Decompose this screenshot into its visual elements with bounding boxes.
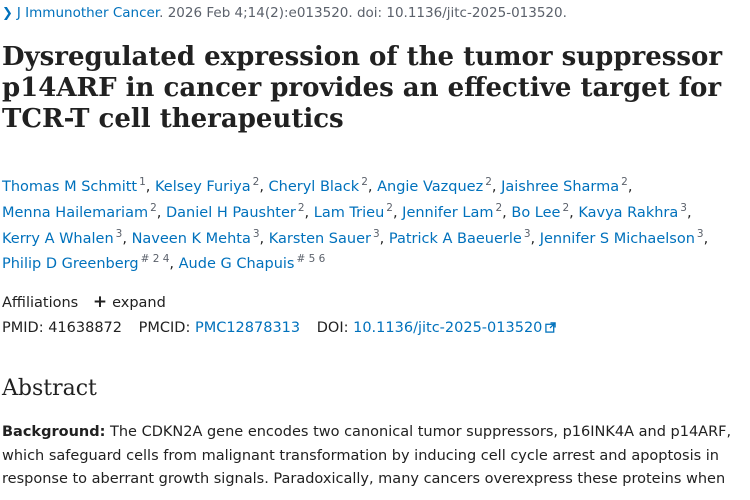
author-item: Menna Hailemariam 2,: [2, 201, 162, 221]
author-name-link[interactable]: Thomas M Schmitt: [2, 179, 138, 195]
identifiers-row: PMID: 41638872 PMCID: PMC12878313 DOI: 1…: [2, 320, 557, 336]
author-item: Thomas M Schmitt 1,: [2, 176, 151, 195]
author-name-link[interactable]: Jennifer Lam: [402, 204, 494, 221]
pmcid-label: PMCID:: [138, 320, 191, 336]
external-link-icon: [545, 322, 557, 333]
author-name-link[interactable]: Kerry A Whalen: [2, 230, 114, 247]
author-name-link[interactable]: Naveen K Mehta: [131, 230, 251, 247]
author-affiliation-ref[interactable]: 3: [680, 201, 687, 214]
author-affiliation-ref[interactable]: 2: [621, 176, 628, 188]
abstract-background: Background: The CDKN2A gene encodes two …: [2, 421, 742, 492]
affiliations-label: Affiliations: [2, 295, 79, 311]
abstract-heading: Abstract: [2, 376, 97, 401]
author-item: Kavya Rakhra 3,: [578, 201, 692, 221]
author-name-link[interactable]: Kavya Rakhra: [578, 204, 679, 221]
plus-icon: +: [92, 292, 108, 312]
author-name-link[interactable]: Bo Lee: [511, 204, 561, 221]
author-item: Cheryl Black 2,: [268, 176, 373, 195]
author-name-link[interactable]: Menna Hailemariam: [2, 204, 149, 221]
author-affiliation-ref[interactable]: 2: [485, 176, 492, 188]
author-affiliation-ref[interactable]: 2: [495, 201, 503, 214]
author-item: Naveen K Mehta 3,: [131, 227, 265, 247]
author-name-link[interactable]: Angie Vazquez: [377, 179, 484, 195]
author-affiliation-ref[interactable]: # 5 6: [296, 253, 326, 266]
author-item: Philip D Greenberg # 2 4,: [2, 253, 175, 273]
author-affiliation-ref[interactable]: 3: [696, 227, 704, 240]
author-affiliation-ref[interactable]: 3: [252, 227, 260, 240]
author-name-link[interactable]: Jaishree Sharma: [501, 179, 620, 195]
citation-details: . 2026 Feb 4;14(2):e013520. doi: 10.1136…: [159, 5, 567, 21]
author-item: Bo Lee 2,: [511, 201, 574, 221]
author-name-link[interactable]: Philip D Greenberg: [2, 256, 139, 273]
author-name-link[interactable]: Jennifer S Michaelson: [539, 230, 695, 247]
chevron-right-icon: ❯: [2, 6, 13, 21]
pmid-label: PMID:: [2, 320, 44, 336]
doi-value: 10.1136/jitc-2025-013520: [353, 320, 543, 336]
author-list: Thomas M Schmitt 1, Kelsey Furiya 2, Chery…: [2, 175, 742, 278]
author-item: Angie Vazquez 2,: [377, 176, 497, 195]
author-affiliation-ref[interactable]: 3: [372, 227, 380, 240]
author-item: Jennifer S Michaelson 3,: [539, 227, 709, 247]
author-name-link[interactable]: Daniel H Paushter: [166, 204, 296, 221]
author-name-link[interactable]: Cheryl Black: [268, 179, 360, 195]
author-affiliation-ref[interactable]: 2: [150, 201, 157, 214]
author-affiliation-ref[interactable]: 2: [361, 176, 368, 188]
author-item: Kerry A Whalen 3,: [2, 227, 127, 247]
author-affiliation-ref[interactable]: 3: [523, 227, 531, 240]
doi-label: DOI:: [316, 320, 349, 336]
expand-label: expand: [112, 295, 166, 311]
author-name-link[interactable]: Kelsey Furiya: [155, 179, 251, 195]
author-item: Jennifer Lam 2,: [402, 201, 507, 221]
author-item: Aude G Chapuis # 5 6: [178, 253, 326, 273]
author-name-link[interactable]: Patrick A Baeuerle: [388, 230, 522, 247]
author-name-link[interactable]: Karsten Sauer: [268, 230, 371, 247]
author-affiliation-ref[interactable]: 2: [297, 201, 305, 214]
author-name-link[interactable]: Aude G Chapuis: [178, 256, 295, 273]
author-name-link[interactable]: Lam Trieu: [313, 204, 385, 221]
author-affiliation-ref[interactable]: 3: [115, 227, 123, 240]
pmcid-link[interactable]: PMC12878313: [194, 320, 301, 336]
author-affiliation-ref[interactable]: 2: [562, 201, 570, 214]
author-affiliation-ref[interactable]: 2: [252, 176, 260, 188]
author-item: Lam Trieu 2,: [313, 201, 398, 221]
author-affiliation-ref[interactable]: # 2 4: [140, 253, 170, 266]
journal-link[interactable]: J Immunother Cancer: [16, 5, 160, 21]
affiliations-row: Affiliations + expand: [2, 292, 166, 312]
pmid-value: 41638872: [48, 320, 123, 336]
citation-line: ❯ J Immunother Cancer. 2026 Feb 4;14(2):e…: [2, 5, 567, 21]
background-label: Background:: [2, 424, 106, 440]
background-text: The CDKN2A gene encodes two canonical tu…: [2, 424, 732, 487]
affiliations-expand-button[interactable]: + expand: [92, 292, 166, 312]
author-item: Daniel H Paushter 2,: [166, 201, 310, 221]
author-item: Karsten Sauer 3,: [268, 227, 385, 247]
author-item: Kelsey Furiya 2,: [155, 176, 264, 195]
article-title: Dysregulated expression of the tumor sup…: [2, 42, 723, 134]
author-item: Jaishree Sharma 2,: [501, 176, 633, 195]
author-affiliation-ref[interactable]: 1: [139, 176, 146, 188]
doi-link[interactable]: 10.1136/jitc-2025-013520: [353, 320, 557, 336]
author-item: Patrick A Baeuerle 3,: [388, 227, 536, 247]
author-affiliation-ref[interactable]: 2: [386, 201, 393, 214]
